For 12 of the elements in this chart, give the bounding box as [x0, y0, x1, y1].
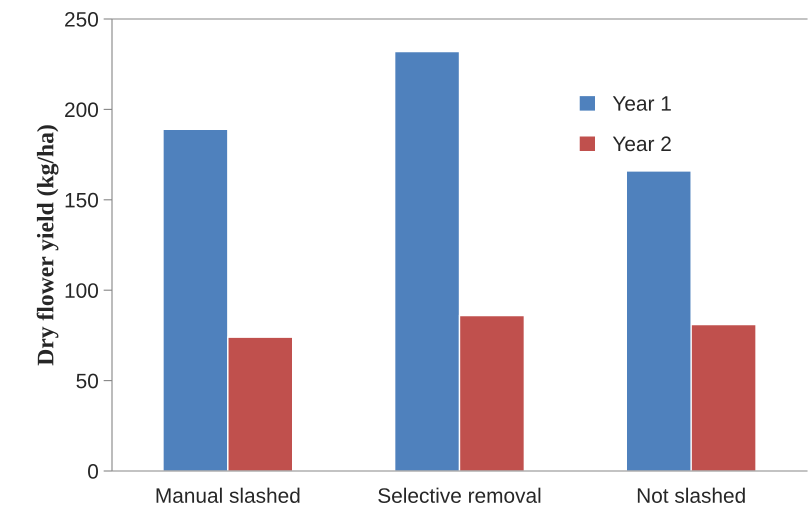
y-tick-label: 0 [88, 464, 98, 479]
y-axis-title: Dry flower yield (kg/ha) [36, 125, 58, 366]
y-tick-label: 50 [76, 374, 98, 388]
y-tick-label: 200 [65, 102, 98, 118]
x-tick-label: Manual slashed [156, 488, 300, 503]
y-tick-label: 100 [66, 283, 98, 298]
x-tick-label: Selective removal [378, 488, 540, 503]
x-tick-label: Not slashed [638, 488, 745, 503]
legend-label: Year 2 [612, 136, 671, 152]
legend-label: Year 1 [612, 96, 671, 111]
y-tick-label: 150 [66, 192, 98, 208]
y-tick-label: 250 [65, 12, 98, 27]
